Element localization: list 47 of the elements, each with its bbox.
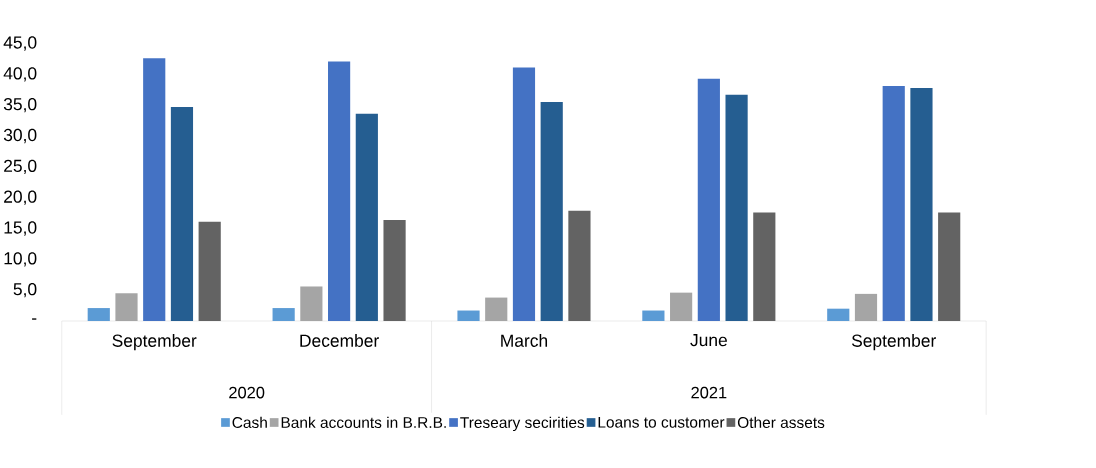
text: 2021 [691, 386, 727, 399]
y-tick-label: 30,0 [3, 128, 37, 144]
bar [87, 308, 110, 322]
bar [540, 102, 563, 322]
bar [198, 221, 221, 322]
x-tick-label: December [300, 334, 379, 347]
bar [170, 107, 194, 322]
x-tick-label: March [501, 334, 548, 347]
bar [457, 310, 480, 322]
y-tick-label: 5,0 [13, 282, 37, 298]
bar [143, 58, 166, 322]
bar [854, 293, 878, 322]
y-tick-label: 45,0 [3, 36, 37, 51]
y-tick-label: 40,0 [3, 67, 37, 82]
x-tick-label: September [112, 334, 197, 351]
bar [355, 113, 378, 322]
y-tick-label: 20,0 [4, 190, 37, 205]
y-tick-label: - [32, 318, 37, 320]
bar [882, 86, 905, 322]
y-tick-label: 10,0 [4, 252, 37, 267]
y-tick-label: 15,0 [4, 221, 37, 236]
bar [642, 310, 665, 322]
bar [910, 87, 933, 322]
y-tick-label: 35,0 [3, 97, 37, 113]
bar [383, 219, 406, 322]
bar [115, 293, 138, 322]
bar [697, 78, 720, 322]
bar [725, 94, 748, 322]
text: 2020 [229, 386, 265, 399]
legend-label: Bank accounts in B.R.B. [281, 416, 446, 429]
bar [753, 212, 776, 322]
x-tick-label: September [851, 334, 936, 351]
y-tick-label: 25,0 [4, 159, 37, 175]
bar [300, 286, 323, 322]
bar [568, 210, 591, 322]
legend-label: Cash [232, 416, 267, 429]
bar [827, 308, 850, 322]
legend-label: Other assets [737, 416, 825, 429]
legend-label: Loans to customer [598, 416, 725, 428]
legend-label: Treseary secirities [460, 416, 585, 432]
bar [938, 212, 961, 322]
bar [485, 297, 508, 322]
bar [512, 67, 536, 322]
bar [272, 308, 295, 322]
x-tick-label: June [690, 334, 727, 347]
bar [670, 292, 693, 322]
bar [328, 61, 351, 322]
